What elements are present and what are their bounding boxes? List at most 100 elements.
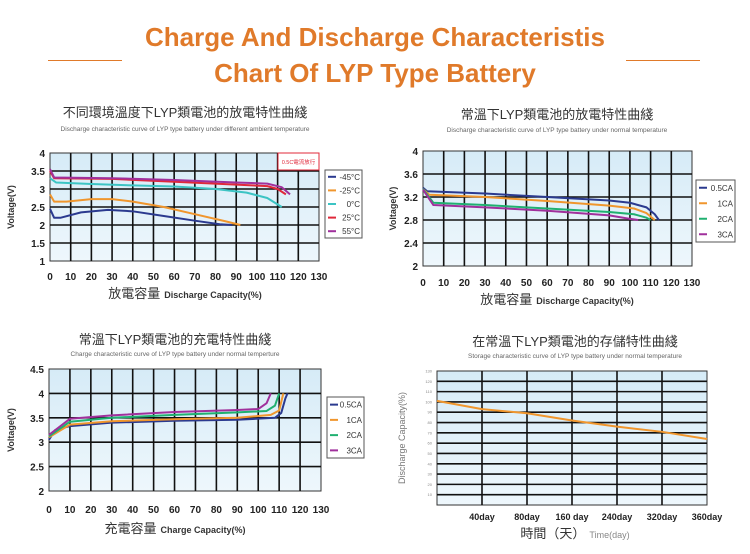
y-tick-label: 2	[39, 221, 45, 232]
series-line-1CA	[48, 393, 285, 439]
x-tick-label: 10	[64, 505, 76, 516]
legend-label: 1CA	[346, 416, 362, 425]
legend-box	[695, 179, 736, 243]
x-tick-label: 160 day	[555, 512, 588, 522]
x-tick-label: 110	[643, 278, 660, 289]
x-tick-label: 50	[148, 505, 160, 516]
y-axis-label: Voltage(V)	[388, 187, 398, 231]
x-axis-label-en: Time(day)	[589, 530, 629, 540]
x-tick-label: 80	[211, 505, 223, 516]
y-tick-label: 100	[425, 399, 432, 404]
x-tick-label: 90	[231, 272, 243, 283]
chart-subtitle: Charge characteristic curve of LYP type …	[71, 351, 280, 358]
x-tick-label: 50	[521, 278, 533, 289]
series-line-3CA	[48, 393, 272, 436]
x-tick-label: 90	[232, 505, 244, 516]
y-tick-label: 90	[428, 410, 433, 415]
x-tick-label: 110	[270, 272, 287, 283]
chart-subtitle: Storage characteristic curve of LYP type…	[468, 353, 682, 360]
x-tick-label: 100	[622, 278, 639, 289]
x-tick-label: 60	[169, 272, 181, 283]
chart-4: 在常溫下LYP類電池的存儲特性曲綫 Storage characteristic …	[397, 334, 722, 541]
y-axis-label: Voltage(V)	[6, 185, 16, 229]
x-tick-label: 40	[127, 505, 139, 516]
legend-label: 1CA	[717, 199, 733, 208]
legend-box	[326, 396, 365, 459]
x-tick-label: 0	[46, 505, 52, 516]
x-axis-label: 放電容量 Discharge Capacity(%)	[480, 292, 634, 307]
legend-label: 0.5CA	[711, 184, 734, 193]
x-tick-label: 110	[271, 505, 288, 516]
x-tick-label: 60	[542, 278, 554, 289]
x-axis-label-en: Charge Capacity(%)	[160, 525, 245, 535]
x-tick-label: 100	[250, 505, 267, 516]
y-tick-label: 3.5	[31, 167, 45, 178]
chart-title: 在常溫下LYP類電池的存儲特性曲綫	[472, 334, 678, 349]
y-tick-label: 130	[425, 369, 432, 374]
x-tick-label: 0	[47, 272, 53, 283]
y-tick-label: 2.5	[30, 463, 44, 474]
x-tick-label: 80	[583, 278, 595, 289]
y-tick-label: 10	[428, 492, 433, 497]
y-tick-label: 80	[428, 420, 433, 425]
legend-label: 55°C	[342, 227, 360, 236]
plot-area	[48, 368, 322, 492]
chart-subtitle: Discharge characteristic curve of LYP ty…	[61, 126, 310, 133]
legend: -45°C -25°C 0°C 25°C 55°C	[324, 169, 363, 239]
x-tick-label: 70	[189, 272, 201, 283]
y-tick-label: 60	[428, 441, 433, 446]
x-tick-label: 30	[106, 505, 118, 516]
legend-label: 3CA	[346, 446, 362, 455]
y-tick-label: 20	[428, 482, 433, 487]
y-tick-label: 30	[428, 472, 433, 477]
chart-2: 常溫下LYP類電池的放電特性曲綫 Discharge characteristic…	[388, 107, 736, 307]
series-line-0.5CA	[422, 187, 660, 221]
x-tick-label: 130	[313, 505, 330, 516]
y-tick-label: 2.5	[31, 203, 45, 214]
x-tick-label: 10	[438, 278, 450, 289]
x-tick-label: 120	[290, 272, 307, 283]
title-divider-right	[626, 60, 700, 61]
x-tick-label: 0	[420, 278, 426, 289]
y-tick-label: 3.2	[404, 193, 418, 204]
main-title-line1: Charge And Discharge Characteristis	[145, 22, 605, 52]
y-tick-label: 50	[428, 451, 433, 456]
x-tick-label: 40	[500, 278, 512, 289]
x-tick-label: 130	[311, 272, 328, 283]
y-tick-label: 120	[425, 379, 432, 384]
x-axis-label: 放電容量 Discharge Capacity(%)	[108, 286, 262, 301]
y-tick-label: 40	[428, 461, 433, 466]
note-box	[277, 152, 320, 171]
x-tick-label: 30	[480, 278, 492, 289]
x-tick-label: 30	[107, 272, 119, 283]
y-tick-label: 4	[39, 149, 45, 160]
x-axis-label: 時間（天） Time(day)	[520, 526, 629, 541]
x-tick-label: 120	[663, 278, 680, 289]
x-tick-label: 90	[604, 278, 616, 289]
x-axis-label-cn: 時間（天）	[520, 526, 585, 541]
x-tick-label: 120	[292, 505, 309, 516]
y-tick-label: 2.4	[404, 239, 418, 250]
y-tick-label: 1.5	[31, 239, 45, 250]
chart-3: 常溫下LYP類電池的充電特性曲綫 Charge characteristic cu…	[6, 332, 365, 536]
x-axis-label-cn: 放電容量	[480, 292, 532, 307]
note-text: 0.5C電流放行	[282, 158, 316, 166]
series-line-1CA	[422, 188, 656, 221]
legend-label: 2CA	[717, 215, 733, 224]
y-tick-label: 2	[412, 262, 418, 273]
title-divider-left	[48, 60, 122, 61]
x-tick-label: 50	[148, 272, 160, 283]
series-line-2CA	[48, 393, 281, 438]
y-tick-label: 2.8	[404, 216, 418, 227]
series-line-2CA	[422, 188, 652, 221]
y-axis-label: Voltage(V)	[6, 408, 16, 452]
y-tick-label: 3	[39, 185, 45, 196]
x-tick-label: 360day	[692, 512, 723, 522]
x-tick-label: 70	[562, 278, 574, 289]
chart-title: 常溫下LYP類電池的放電特性曲綫	[461, 107, 654, 122]
x-axis-label-en: Discharge Capacity(%)	[164, 290, 262, 300]
series-line-45C	[49, 208, 233, 226]
x-tick-label: 40	[127, 272, 139, 283]
legend-label: -25°C	[339, 186, 360, 195]
